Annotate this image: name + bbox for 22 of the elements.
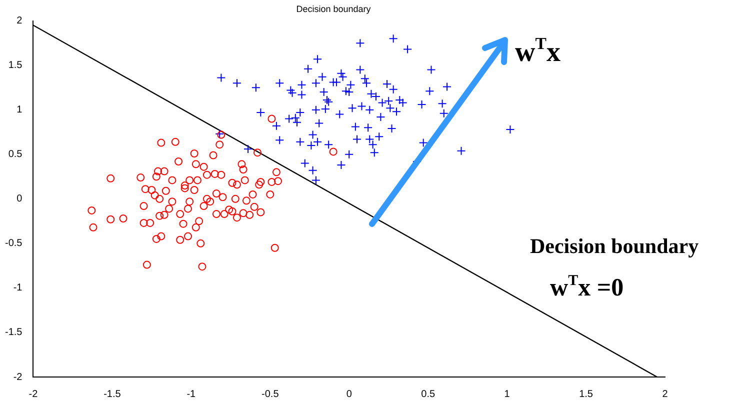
y-tick-label: 1.5 <box>8 60 23 72</box>
x-tick-label: -1 <box>186 388 196 400</box>
chart-title: Decision boundary <box>296 4 372 14</box>
y-tick-label: -1.5 <box>4 327 23 338</box>
y-tick-label: 0.5 <box>8 149 23 160</box>
x-tick-label: 0.5 <box>421 388 436 400</box>
y-tick-label: 2 <box>16 16 23 27</box>
annotation: Decision boundary <box>530 234 699 258</box>
y-tick-label: -1 <box>13 282 23 294</box>
x-tick-label: -0.5 <box>262 388 280 400</box>
x-tick-label: 2 <box>662 388 668 400</box>
x-tick-label: -1.5 <box>104 388 122 400</box>
y-tick-label: -0.5 <box>4 238 23 250</box>
x-tick-label: -2 <box>28 388 38 400</box>
x-tick-label: 0 <box>346 388 352 400</box>
x-tick-label: 1 <box>504 388 510 400</box>
y-tick-label: -2 <box>13 372 23 383</box>
x-tick-label: 1.5 <box>579 388 594 400</box>
y-tick-label: 0 <box>16 194 23 205</box>
annotation: w$^{T}$x <box>515 34 560 68</box>
y-tick-label: 1 <box>16 104 23 116</box>
annotation: w$^{T}$x =0 <box>550 273 624 302</box>
